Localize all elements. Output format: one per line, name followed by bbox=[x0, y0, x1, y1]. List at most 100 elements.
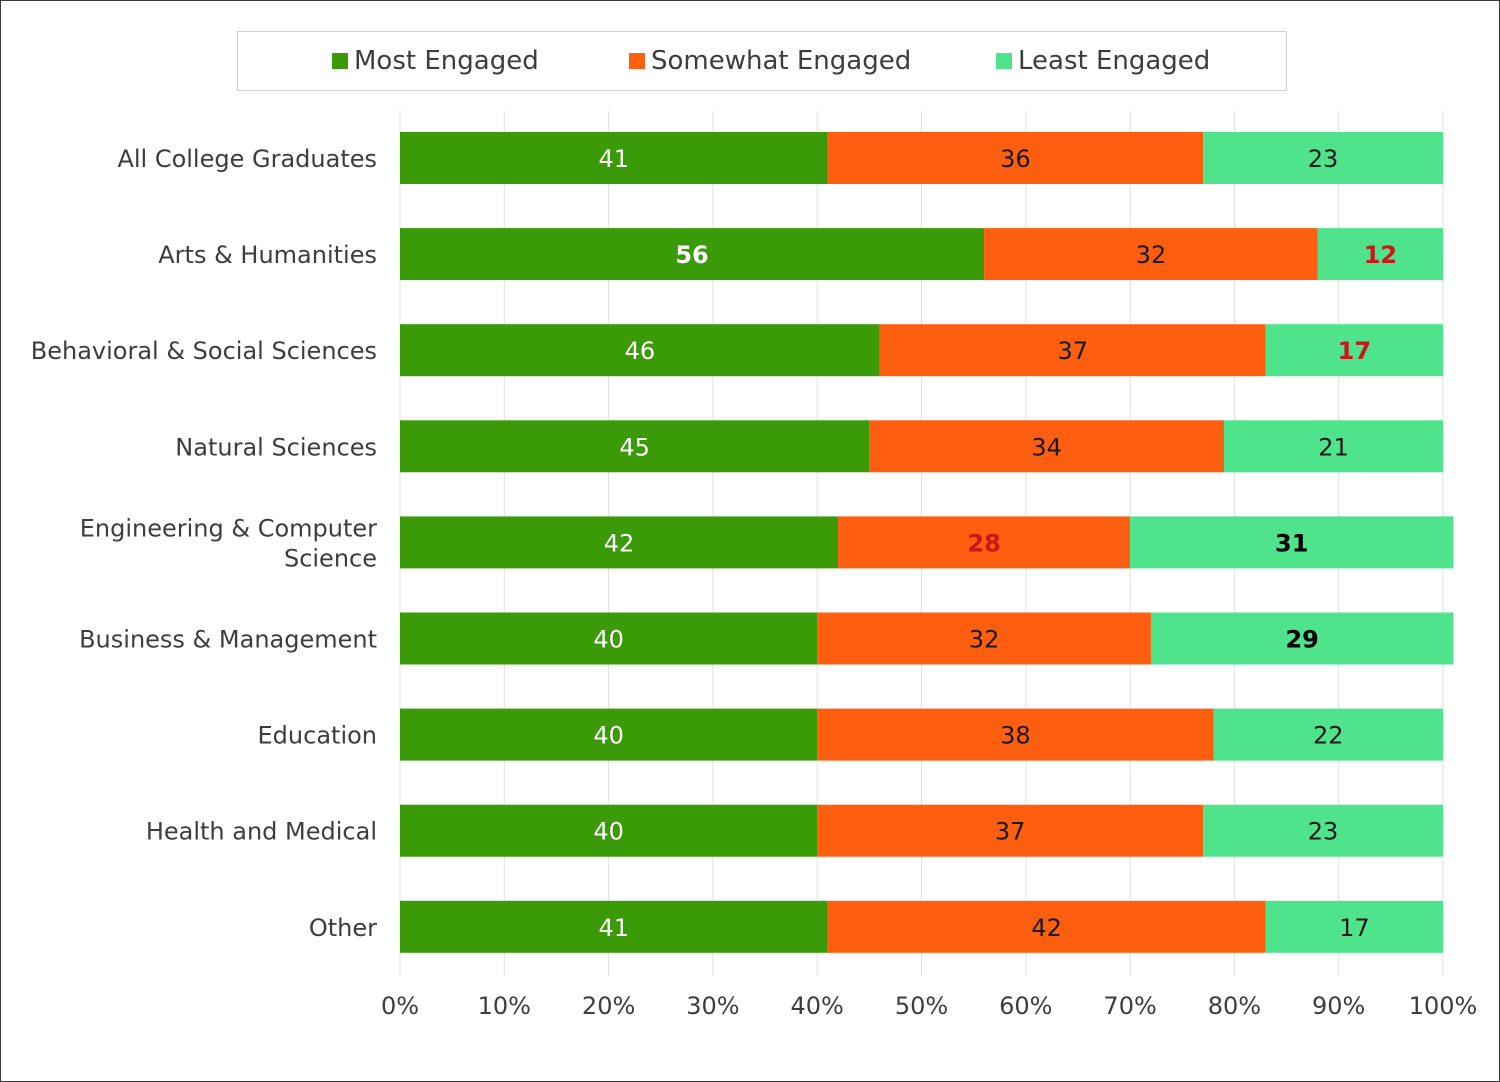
bar-value-label: 12 bbox=[1364, 241, 1397, 269]
category-label-line: Business & Management bbox=[79, 626, 377, 654]
bar-segment bbox=[838, 516, 1131, 569]
bar-value-label: 32 bbox=[969, 626, 1000, 654]
category-label: Natural Sciences bbox=[175, 433, 377, 461]
category-label: Behavioral & Social Sciences bbox=[31, 337, 377, 365]
bar-value-label: 40 bbox=[593, 626, 624, 654]
bar-segment bbox=[400, 804, 818, 857]
x-tick-label: 80% bbox=[1208, 992, 1261, 1020]
legend-item-somewhat-engaged: Somewhat Engaged bbox=[629, 32, 911, 90]
category-label: Education bbox=[258, 722, 377, 750]
bar-segment bbox=[827, 900, 1266, 953]
bar-value-label: 42 bbox=[604, 529, 635, 557]
bars bbox=[400, 132, 1454, 953]
bar-segment bbox=[1150, 612, 1454, 665]
x-tick-label: 40% bbox=[791, 992, 844, 1020]
bar-value-label: 42 bbox=[1031, 914, 1062, 942]
bar-segment bbox=[400, 708, 818, 761]
bar-segment bbox=[817, 804, 1204, 857]
x-tick-label: 100% bbox=[1409, 992, 1478, 1020]
x-tick-label: 60% bbox=[999, 992, 1052, 1020]
bar-segment bbox=[400, 324, 880, 377]
category-label-line: Other bbox=[309, 914, 377, 942]
bar-value-label: 23 bbox=[1308, 818, 1339, 846]
category-label-line: Behavioral & Social Sciences bbox=[31, 337, 377, 365]
bar-segment bbox=[400, 516, 839, 569]
bar-value-label: 56 bbox=[675, 241, 708, 269]
legend-swatch-most-engaged bbox=[332, 53, 348, 69]
bar-value-label: 37 bbox=[1057, 337, 1088, 365]
bar-segment bbox=[1223, 420, 1443, 473]
bar-value-label: 38 bbox=[1000, 722, 1031, 750]
category-label-line: Engineering & Computer bbox=[80, 514, 377, 542]
bar-segment bbox=[1265, 900, 1443, 953]
legend-swatch-least-engaged bbox=[996, 53, 1012, 69]
legend-item-least-engaged: Least Engaged bbox=[996, 32, 1210, 90]
bar-segment bbox=[827, 132, 1204, 184]
bar-value-label: 36 bbox=[1000, 145, 1031, 173]
bar-value-label: 17 bbox=[1338, 337, 1371, 365]
bar-value-label: 29 bbox=[1285, 626, 1318, 654]
bar-segment bbox=[400, 612, 818, 665]
bar-value-label: 32 bbox=[1136, 241, 1167, 269]
bar-value-label: 31 bbox=[1275, 529, 1308, 557]
bar-segment bbox=[1203, 132, 1443, 184]
category-label: Business & Management bbox=[79, 626, 377, 654]
category-label: All College Graduates bbox=[117, 145, 377, 173]
bar-segment bbox=[1130, 516, 1454, 569]
x-tick-label: 90% bbox=[1312, 992, 1365, 1020]
x-tick-label: 30% bbox=[686, 992, 739, 1020]
bar-segment bbox=[817, 708, 1214, 761]
x-tick-label: 0% bbox=[381, 992, 419, 1020]
bar-value-label: 41 bbox=[599, 914, 630, 942]
bar-segment bbox=[869, 420, 1224, 473]
bar-value-label: 22 bbox=[1313, 722, 1344, 750]
bar-value-label: 45 bbox=[619, 433, 650, 461]
bar-segment bbox=[1265, 324, 1443, 377]
bar-segment bbox=[400, 420, 870, 473]
category-label: Other bbox=[309, 914, 377, 942]
x-tick-label: 70% bbox=[1103, 992, 1156, 1020]
bar-segment bbox=[400, 132, 828, 184]
category-label-line: Health and Medical bbox=[146, 818, 377, 846]
bar-segment bbox=[984, 228, 1318, 281]
x-tick-label: 20% bbox=[582, 992, 635, 1020]
bar-value-label: 17 bbox=[1339, 914, 1370, 942]
x-axis-ticks: 0% 10% 20% 30% 40% 50% 60% 70% 80% 90% 100% bbox=[381, 992, 1477, 1020]
legend-swatch-somewhat-engaged bbox=[629, 53, 645, 69]
category-label-line: Natural Sciences bbox=[175, 433, 377, 461]
category-label-line: Science bbox=[284, 544, 377, 572]
bar-value-label: 41 bbox=[599, 145, 630, 173]
bar-value-label: 46 bbox=[625, 337, 656, 365]
category-label: Arts & Humanities bbox=[158, 241, 377, 269]
legend-label-least-engaged: Least Engaged bbox=[1018, 46, 1211, 76]
bar-segment bbox=[1213, 708, 1443, 761]
bar-segment bbox=[400, 228, 985, 281]
category-label: Health and Medical bbox=[146, 818, 377, 846]
bar-value-label: 40 bbox=[593, 722, 624, 750]
category-labels: All College Graduates Arts & Humanities Be… bbox=[31, 145, 377, 942]
category-label-line: Arts & Humanities bbox=[158, 241, 377, 269]
bar-value-label: 34 bbox=[1031, 433, 1062, 461]
bar-value-label: 23 bbox=[1308, 145, 1339, 173]
bar-segment bbox=[817, 612, 1151, 665]
x-tick-label: 50% bbox=[895, 992, 948, 1020]
bar-segment bbox=[1203, 804, 1443, 857]
bar-value-label: 40 bbox=[593, 818, 624, 846]
bar-segment bbox=[1317, 228, 1443, 281]
bar-value-label: 28 bbox=[967, 529, 1000, 557]
bar-segment bbox=[879, 324, 1266, 377]
legend-label-most-engaged: Most Engaged bbox=[354, 46, 539, 76]
bar-value-label: 37 bbox=[995, 818, 1026, 846]
category-label-line: All College Graduates bbox=[117, 145, 377, 173]
value-labels: 41 36 23 56 32 12 46 37 17 45 34 21 42 28 31 40 32 29 40 38… bbox=[593, 145, 1397, 942]
bar-value-label: 21 bbox=[1318, 433, 1349, 461]
category-label: Engineering & Computer Science bbox=[80, 514, 377, 572]
chart-legend: Most Engaged Somewhat Engaged Least Enga… bbox=[237, 31, 1287, 91]
x-tick-label: 10% bbox=[478, 992, 531, 1020]
legend-label-somewhat-engaged: Somewhat Engaged bbox=[651, 46, 912, 76]
legend-item-most-engaged: Most Engaged bbox=[332, 32, 539, 90]
bar-segment bbox=[400, 900, 828, 953]
category-label-line: Education bbox=[258, 722, 377, 750]
